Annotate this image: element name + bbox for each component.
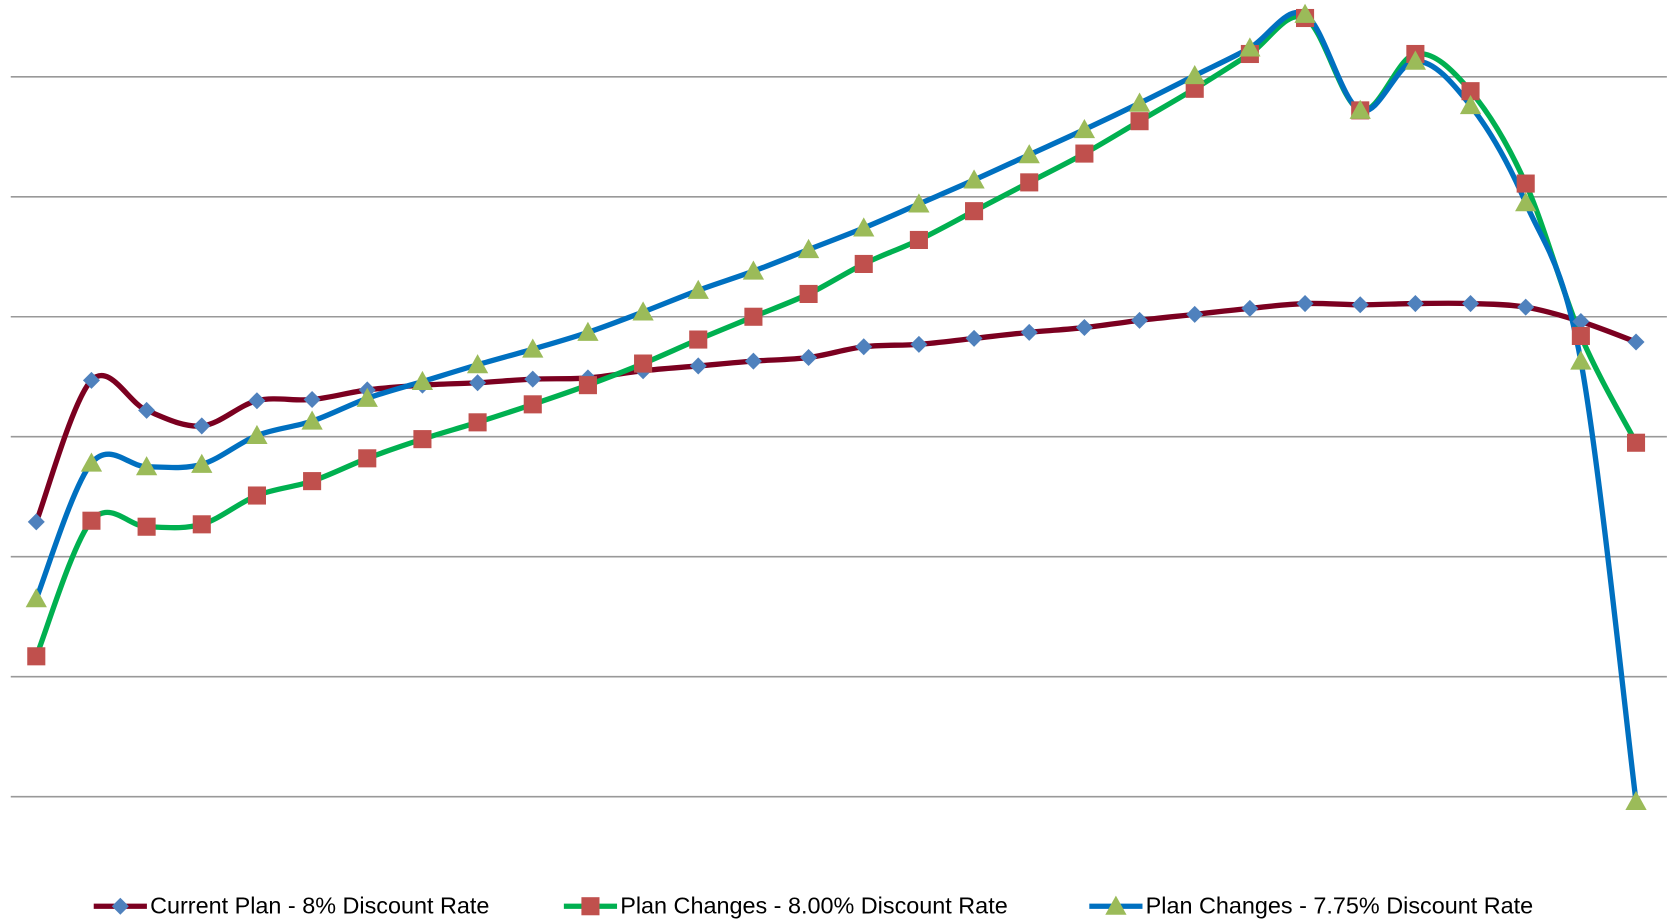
data-point <box>1075 319 1093 337</box>
data-point <box>1296 295 1314 313</box>
data-point <box>1517 298 1535 316</box>
data-point <box>963 169 985 189</box>
data-point <box>687 279 709 299</box>
data-point <box>1461 82 1480 101</box>
data-point <box>744 352 762 370</box>
legend-label: Plan Changes - 7.75% Discount Rate <box>1146 892 1533 918</box>
data-point <box>468 413 487 432</box>
data-point <box>634 354 653 373</box>
data-point <box>1184 64 1206 85</box>
data-point <box>1241 299 1259 317</box>
data-point <box>797 238 820 259</box>
data-point <box>246 424 268 445</box>
data-point <box>466 354 489 374</box>
legend-label: Plan Changes - 8.00% Discount Rate <box>620 892 1007 918</box>
data-point <box>469 374 487 392</box>
legend-label: Current Plan - 8% Discount Rate <box>150 892 489 918</box>
data-point <box>1462 295 1480 313</box>
data-point <box>82 511 101 530</box>
data-point <box>853 217 875 237</box>
data-point <box>632 301 654 321</box>
data-point <box>27 513 45 531</box>
data-point <box>135 456 158 476</box>
data-point <box>356 387 378 407</box>
legend-marker <box>1105 895 1127 915</box>
data-point <box>192 515 211 534</box>
data-point <box>82 371 100 389</box>
legend-marker <box>111 897 129 915</box>
data-point <box>1018 144 1040 164</box>
data-point <box>910 335 928 353</box>
data-point <box>744 307 763 326</box>
data-point <box>137 517 156 536</box>
data-point <box>1406 295 1424 313</box>
data-point <box>1349 99 1371 119</box>
data-point <box>193 417 211 435</box>
data-point <box>1516 174 1535 193</box>
data-point <box>27 647 46 666</box>
data-point <box>303 472 322 491</box>
data-point <box>1131 311 1149 329</box>
data-point <box>1570 350 1592 370</box>
data-point <box>855 338 873 356</box>
data-point <box>1020 323 1038 341</box>
data-point <box>1515 192 1537 212</box>
data-point <box>908 193 930 213</box>
data-point <box>799 284 818 303</box>
data-point <box>1351 296 1369 314</box>
data-point <box>524 370 542 388</box>
data-point <box>578 376 597 395</box>
data-point <box>522 338 544 358</box>
data-point <box>1073 118 1096 139</box>
data-point <box>80 452 103 472</box>
data-point <box>1571 326 1590 345</box>
data-point <box>1294 3 1316 23</box>
data-point <box>358 449 377 468</box>
data-point <box>577 321 599 341</box>
data-point <box>1239 37 1261 57</box>
data-point <box>25 588 47 608</box>
data-point <box>1020 173 1039 192</box>
data-point <box>1186 305 1204 323</box>
data-point <box>689 357 707 375</box>
legend-marker <box>581 897 600 916</box>
series-line <box>33 13 1639 658</box>
data-point <box>411 370 434 391</box>
data-point <box>1404 50 1427 70</box>
data-point <box>1625 790 1647 810</box>
data-point <box>965 329 983 347</box>
data-point <box>191 453 213 473</box>
data-point <box>523 395 542 414</box>
data-point <box>742 260 765 280</box>
data-point <box>1130 112 1149 131</box>
data-point <box>1627 333 1645 351</box>
data-point <box>413 430 432 449</box>
data-point <box>1572 313 1590 331</box>
data-point <box>800 349 818 367</box>
data-point <box>1626 433 1646 452</box>
data-point <box>1185 79 1204 98</box>
data-point <box>1075 144 1094 163</box>
series-line <box>33 9 1639 802</box>
data-point <box>909 230 928 250</box>
data-point <box>1459 94 1482 115</box>
data-point <box>854 254 873 274</box>
data-point <box>965 202 984 221</box>
data-point <box>689 330 708 349</box>
data-point <box>248 392 266 410</box>
data-point <box>301 410 323 430</box>
data-point <box>247 486 266 505</box>
data-point <box>1128 92 1151 112</box>
data-point <box>303 391 321 409</box>
